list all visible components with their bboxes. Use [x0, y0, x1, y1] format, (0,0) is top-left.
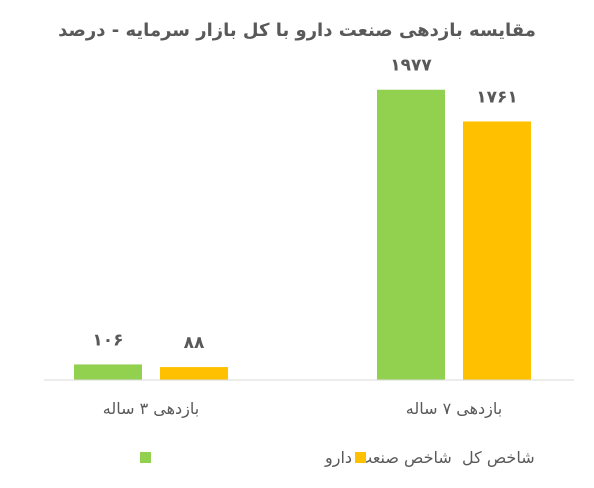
data-label: ۱۷۶۱ [476, 87, 518, 107]
bar [463, 121, 531, 380]
legend-swatch-pharma [140, 452, 151, 463]
data-label: ۱۹۷۷ [390, 56, 432, 76]
data-label: ۱۰۶ [92, 330, 123, 350]
legend-label-total: شاخص کل [462, 448, 535, 468]
bar [377, 89, 445, 381]
legend-swatch-total [355, 452, 366, 463]
legend: شاخص صنعت دارو شاخص کل [140, 448, 535, 468]
legend-label-pharma: شاخص صنعت دارو [324, 448, 452, 468]
bar [160, 367, 228, 380]
data-label: ۸۸ [184, 333, 205, 353]
category-label: بازدهی ۷ ساله [406, 399, 502, 419]
plot-area: ۱۰۶ ۸۸ ۱۹۷۷ ۱۷۶۱ [74, 56, 531, 381]
chart-title: مقایسه بازدهی صنعت دارو با کل بازار سرما… [58, 20, 536, 41]
bar [74, 364, 142, 380]
category-label: بازدهی ۳ ساله [103, 399, 199, 419]
